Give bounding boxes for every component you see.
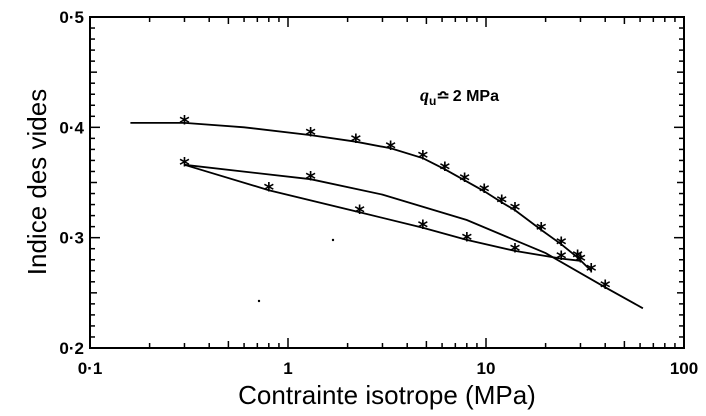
curves [130, 122, 644, 310]
data-point: * [264, 178, 275, 202]
x-tick-label: 10 [477, 359, 496, 378]
x-tick-label: 0·1 [78, 359, 103, 378]
speck-dot [331, 238, 335, 242]
data-point: * [440, 157, 451, 181]
data-point: * [305, 123, 316, 147]
data-point: * [354, 200, 365, 224]
y-tick-label: 0·4 [59, 118, 84, 137]
data-point: * [459, 168, 470, 192]
data-point: * [575, 249, 586, 273]
x-tick-label: 1 [283, 359, 292, 378]
series-line-1 [130, 122, 592, 272]
data-point: * [496, 190, 507, 214]
annotation-subscript: u [429, 94, 436, 108]
y-tick-label: 0·3 [59, 229, 84, 248]
data-markers: ** * * * * * * * ************ * * * [179, 111, 611, 303]
annotation-symbol: q [420, 85, 429, 105]
annotation: qu≏ 2 MPa [420, 85, 499, 108]
speck-dot [257, 299, 261, 303]
data-point: * [536, 218, 547, 242]
data-point: * [305, 167, 316, 191]
data-point: * [462, 228, 473, 252]
data-point: * [586, 259, 597, 283]
axis-ticks [90, 17, 684, 348]
plot-frame [89, 16, 685, 349]
annotation-relation: ≏ [436, 88, 449, 105]
data-point: * [479, 179, 490, 203]
data-point: * [600, 275, 611, 299]
data-point: * [572, 246, 583, 270]
x-axis-label: Contrainte isotrope (MPa) [238, 380, 536, 410]
y-tick-label: 0·5 [59, 8, 84, 27]
data-point: * [510, 198, 521, 222]
data-point: * [179, 111, 190, 135]
data-point: * [556, 247, 567, 271]
y-axis-label: Indice des vides [22, 89, 52, 275]
data-point: * [179, 153, 190, 177]
data-point: * [556, 232, 567, 256]
data-point: * [510, 239, 521, 263]
series-line-2 [184, 163, 644, 310]
data-point: * [351, 130, 362, 154]
data-point: * [418, 216, 429, 240]
x-tick-label: 100 [670, 359, 698, 378]
y-tick-label: 0·2 [59, 339, 84, 358]
data-point: * [385, 136, 396, 160]
series-line-3 [184, 163, 581, 262]
data-point: * [418, 146, 429, 170]
tick-labels: 0·1 1 10 100 0·2 0·3 0·4 0·5 [59, 8, 698, 378]
annotation-value: 2 MPa [453, 88, 499, 105]
